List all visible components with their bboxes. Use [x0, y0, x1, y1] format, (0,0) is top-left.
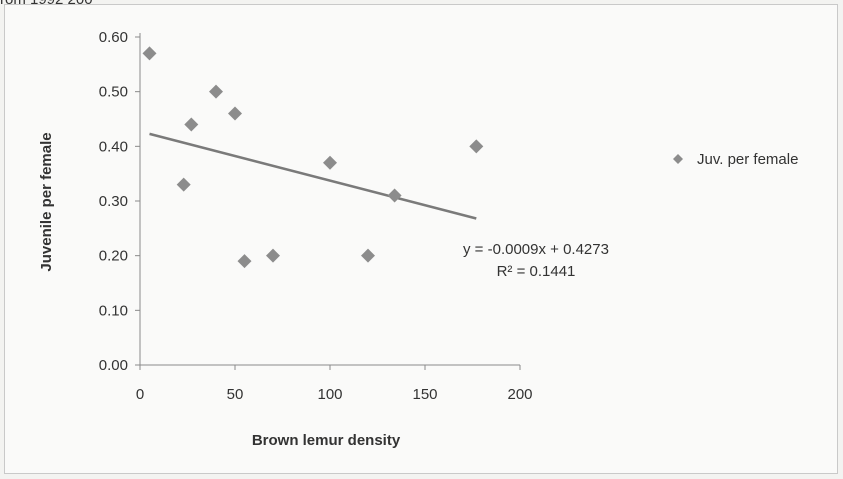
data-point [469, 139, 484, 154]
y-tick-label: 0.20 [99, 248, 128, 265]
data-point [361, 248, 375, 263]
data-point [387, 188, 402, 203]
x-tick-label: 50 [227, 386, 244, 403]
clipped-heading: rom 1992 200 [0, 0, 93, 8]
x-tick-label: 0 [136, 386, 144, 403]
y-tick-label: 0.60 [99, 29, 128, 46]
labels-layer: Brown lemur density Juvenile per female y … [38, 132, 798, 449]
x-tick-label: 150 [412, 386, 437, 403]
data-point [266, 248, 280, 263]
trend-equation: y = -0.0009x + 0.4273 [463, 241, 609, 258]
trendline [149, 132, 477, 220]
y-tick-label: 0.50 [99, 84, 128, 101]
y-tick-label: 0.10 [99, 302, 128, 319]
y-tick-label: 0.00 [99, 357, 128, 374]
x-axis-title: Brown lemur density [252, 432, 401, 449]
r-squared-label: R² = 0.1441 [497, 263, 576, 280]
y-tick-label: 0.30 [99, 193, 128, 210]
x-tick-label: 100 [317, 386, 342, 403]
axes-layer: 0.00 0.10 0.20 0.30 0.40 0.50 0.60 0 50 100 150 200 [99, 29, 533, 403]
data-point [184, 117, 199, 132]
legend-label: Juv. per female [697, 151, 798, 168]
data-point [176, 177, 191, 192]
points-layer [142, 46, 484, 269]
data-point [237, 254, 252, 269]
chart-frame [4, 4, 838, 474]
data-point [209, 84, 223, 99]
x-tick-label: 200 [507, 386, 532, 403]
data-point [323, 155, 337, 170]
y-tick-label: 0.40 [99, 138, 128, 155]
data-point [142, 46, 157, 61]
trendline-layer [149, 132, 477, 220]
y-axis-title: Juvenile per female [38, 132, 55, 271]
legend-marker [673, 154, 683, 164]
data-point [228, 106, 242, 121]
